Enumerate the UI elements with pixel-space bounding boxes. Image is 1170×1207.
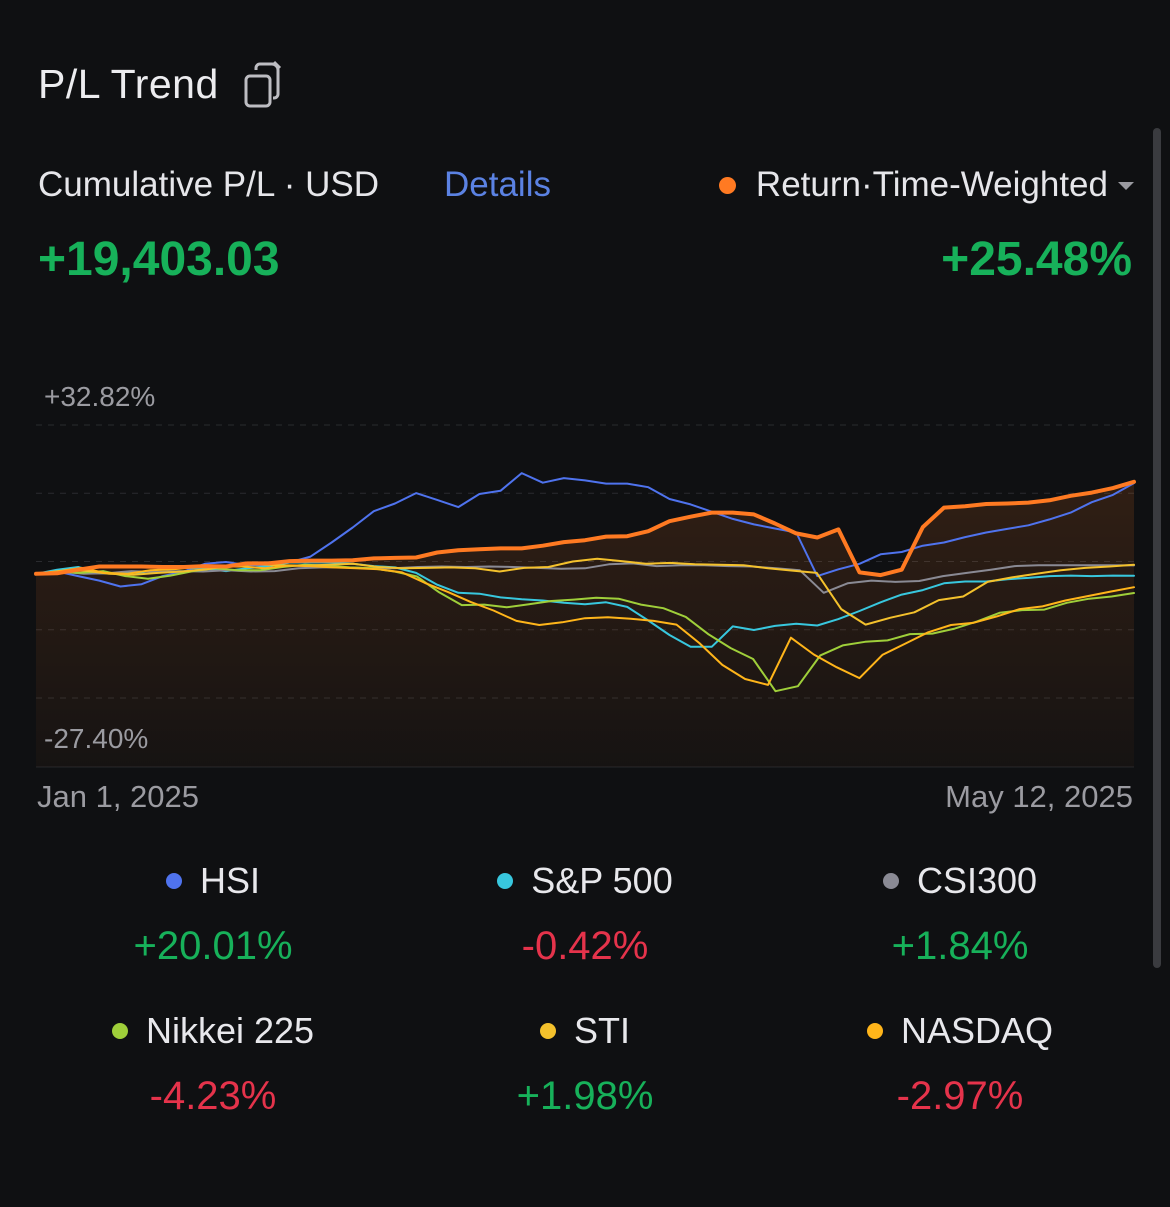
chevron-down-icon xyxy=(1118,182,1134,190)
chart-lines xyxy=(34,472,1136,693)
legend-label: NASDAQ xyxy=(900,1010,1054,1051)
legend-name: STI xyxy=(395,1010,775,1052)
legend-value: +20.01% xyxy=(133,924,293,968)
x-end-label: May 12, 2025 xyxy=(945,779,1133,814)
series-line-portfolio xyxy=(34,479,1136,578)
legend-name: HSI xyxy=(23,860,403,902)
legend-value: -0.42% xyxy=(521,924,649,968)
pl-trend-chart[interactable]: +32.82% -27.40% Jan 1, 2025 May 12, 2025 xyxy=(0,370,1170,820)
legend-label: STI xyxy=(573,1010,630,1051)
total-return-value: +25.48% xyxy=(941,233,1132,286)
legend-label: CSI300 xyxy=(916,860,1038,901)
legend-item[interactable]: HSI +20.01% xyxy=(23,860,403,969)
legend-value: +1.98% xyxy=(516,1074,654,1118)
portfolio-area-fill xyxy=(36,481,1134,767)
y-max-label: +32.82% xyxy=(44,381,155,412)
legend-label: HSI xyxy=(199,860,260,901)
legend-value: -2.97% xyxy=(896,1074,1024,1118)
return-mode-selector[interactable]: Return·Time-Weighted xyxy=(718,165,1134,205)
legend-value: +1.84% xyxy=(891,924,1029,968)
series-line-nikkei-225 xyxy=(35,563,1135,693)
copy-share-icon[interactable] xyxy=(243,60,287,108)
legend-dot-icon xyxy=(111,1023,128,1039)
legend-item[interactable]: NASDAQ -2.97% xyxy=(770,1010,1150,1119)
page-title: P/L Trend xyxy=(38,60,219,107)
legend-value: -4.23% xyxy=(149,1074,277,1118)
x-start-label: Jan 1, 2025 xyxy=(37,779,199,814)
series-line-csi300 xyxy=(35,562,1135,594)
title-row: P/L Trend xyxy=(38,60,287,108)
total-pl-value: +19,403.03 xyxy=(38,233,280,286)
details-link[interactable]: Details xyxy=(444,165,551,204)
legend-item[interactable]: Nikkei 225 -4.23% xyxy=(23,1010,403,1119)
legend-item[interactable]: CSI300 +1.84% xyxy=(770,860,1150,969)
legend-name: Nikkei 225 xyxy=(23,1010,403,1052)
return-mode-label: Return·Time-Weighted xyxy=(755,165,1108,204)
legend-label: Nikkei 225 xyxy=(145,1010,315,1051)
legend-dot-icon xyxy=(882,873,899,889)
portfolio-dot-icon xyxy=(718,176,736,194)
legend-label: S&P 500 xyxy=(531,860,673,901)
legend-dot-icon xyxy=(497,873,514,889)
legend-name: S&P 500 xyxy=(395,860,775,902)
legend-name: NASDAQ xyxy=(770,1010,1150,1052)
series-line-hsi xyxy=(35,472,1135,588)
legend-dot-icon xyxy=(165,873,182,889)
legend-item[interactable]: STI +1.98% xyxy=(395,1010,775,1119)
cumulative-pl-label: Cumulative P/L · USD xyxy=(38,165,380,204)
chart-fills xyxy=(36,481,1134,767)
legend-item[interactable]: S&P 500 -0.42% xyxy=(395,860,775,969)
legend-name: CSI300 xyxy=(770,860,1150,902)
legend-dot-icon xyxy=(539,1023,556,1039)
scrollbar[interactable] xyxy=(1153,128,1161,968)
legend-dot-icon xyxy=(866,1023,883,1039)
y-min-label: -27.40% xyxy=(44,723,148,754)
